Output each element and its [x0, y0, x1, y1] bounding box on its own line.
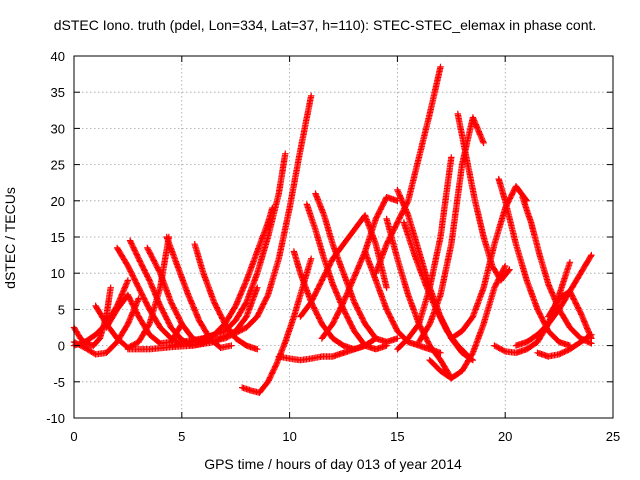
x-tick-label: 5: [178, 429, 185, 444]
data-point-markers: [318, 194, 401, 342]
x-axis-label: GPS time / hours of day 013 of year 2014: [204, 456, 462, 472]
data-point-markers: [394, 154, 455, 353]
data-series-22: [361, 248, 444, 356]
y-tick-label: 5: [58, 302, 65, 317]
data-series-32: [495, 175, 574, 349]
data-point-markers: [361, 248, 444, 356]
data-series-19: [303, 201, 390, 353]
data-point-markers: [495, 175, 574, 349]
data-series-13: [178, 150, 289, 346]
data-series-36: [534, 331, 595, 360]
y-tick-label: -5: [53, 375, 65, 390]
x-tick-label: 0: [70, 429, 77, 444]
y-tick-labels: -10 -5 0 5 10 15 20 25 30 35 40: [46, 49, 65, 426]
y-tick-label: 10: [51, 266, 65, 281]
x-tick-label: 25: [606, 429, 620, 444]
data-point-markers: [178, 150, 289, 346]
data-series-26: [400, 219, 472, 360]
data-series-31: [448, 183, 530, 342]
data-series-21: [318, 194, 401, 342]
data-point-markers: [534, 331, 595, 360]
x-tick-label: 15: [390, 429, 404, 444]
y-tick-label: 15: [51, 230, 65, 245]
x-tick-label: 10: [282, 429, 296, 444]
y-tick-label: 25: [51, 158, 65, 173]
data-series: [70, 63, 595, 396]
axis-ticks: [73, 55, 614, 419]
data-series-17: [290, 248, 379, 353]
y-axis-label: dSTEC / TECUs: [2, 187, 18, 289]
chart-title: dSTEC Iono. truth (pdel, Lon=334, Lat=37…: [54, 17, 597, 33]
y-tick-label: 0: [58, 339, 65, 354]
data-point-markers: [545, 288, 595, 342]
data-series-27: [394, 154, 455, 353]
data-point-markers: [239, 255, 315, 396]
data-point-markers: [290, 248, 379, 353]
x-tick-labels: 0 5 10 15 20 25: [70, 429, 620, 444]
data-series-37: [545, 288, 595, 342]
y-tick-label: 35: [51, 85, 65, 100]
data-point-markers: [303, 201, 390, 353]
x-tick-label: 20: [498, 429, 512, 444]
data-point-markers: [448, 183, 530, 342]
data-series-24: [383, 215, 455, 382]
data-series-15: [239, 255, 315, 396]
data-point-markers: [200, 92, 315, 346]
data-point-markers: [400, 219, 472, 360]
data-point-markers: [383, 215, 455, 382]
data-series-14: [200, 92, 315, 346]
y-tick-label: 40: [51, 49, 65, 64]
y-tick-label: -10: [46, 411, 65, 426]
y-tick-label: 20: [51, 194, 65, 209]
y-tick-label: 30: [51, 121, 65, 136]
